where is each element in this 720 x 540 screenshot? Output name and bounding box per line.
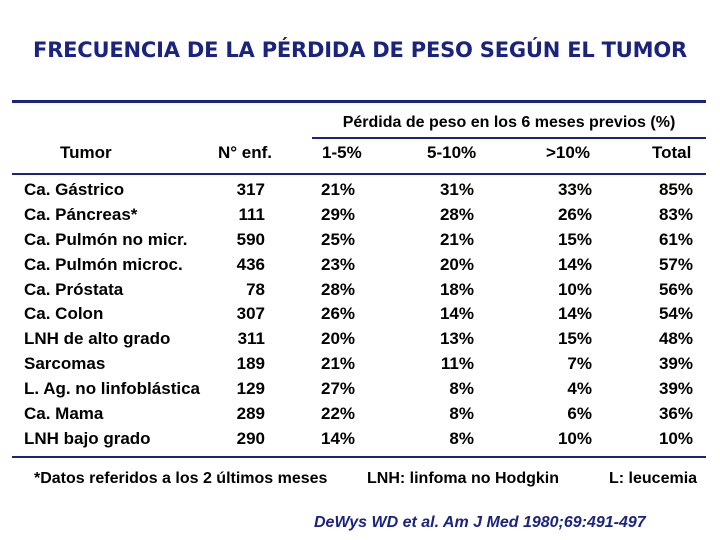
cell-1-5: 27% xyxy=(321,379,356,399)
table-row: Ca. Próstata 78 28% 18% 10% 56% xyxy=(0,280,720,305)
cell-n: 290 xyxy=(236,428,265,448)
table-row: Ca. Colon 307 26% 14% 14% 54% xyxy=(0,304,720,329)
cell-total: 10% xyxy=(658,428,693,448)
cell-5-10: 21% xyxy=(439,229,474,249)
cell-1-5: 20% xyxy=(321,329,356,349)
cell-n: 129 xyxy=(236,379,265,399)
cell-n: 317 xyxy=(236,180,265,199)
cell-1-5: 14% xyxy=(321,428,356,448)
cell-n: 590 xyxy=(236,229,265,249)
cell-5-10: 14% xyxy=(439,304,474,324)
cell-tumor: L. Ag. no linfoblástica xyxy=(24,379,200,399)
cell-tumor: Ca. Pulmón microc. xyxy=(24,254,183,274)
cell-total: 36% xyxy=(658,404,693,424)
cell-over-10: 10% xyxy=(557,279,592,299)
cell-n: 311 xyxy=(237,329,265,349)
cell-over-10: 10% xyxy=(557,428,592,448)
column-header-over-10: >10% xyxy=(546,143,590,162)
column-header-tumor: Tumor xyxy=(60,143,112,162)
cell-1-5: 21% xyxy=(321,180,356,199)
cell-total: 85% xyxy=(658,180,693,199)
cell-tumor: LNH de alto grado xyxy=(24,329,171,349)
column-header-n: N° enf. xyxy=(218,143,273,162)
cell-over-10: 26% xyxy=(557,204,592,224)
cell-5-10: 11% xyxy=(440,354,474,374)
footnote-lnh: LNH: linfoma no Hodgkin xyxy=(367,470,559,487)
cell-n: 436 xyxy=(236,254,265,274)
page-title: FRECUENCIA DE LA PÉRDIDA DE PESO SEGÚN E… xyxy=(33,38,687,62)
cell-total: 39% xyxy=(658,379,693,399)
group-header: Pérdida de peso en los 6 meses previos (… xyxy=(342,114,676,131)
cell-tumor: Ca. Pulmón no micr. xyxy=(24,229,188,249)
cell-over-10: 14% xyxy=(557,304,592,324)
cell-total: 61% xyxy=(658,229,693,249)
cell-n: 307 xyxy=(236,304,265,324)
top-rule xyxy=(12,100,706,103)
group-header-rule xyxy=(312,137,706,139)
citation: DeWys WD et al. Am J Med 1980;69:491-497 xyxy=(314,514,646,531)
cell-1-5: 23% xyxy=(321,254,356,274)
column-header-total: Total xyxy=(652,143,692,162)
cell-over-10: 6% xyxy=(567,404,592,424)
cell-total: 39% xyxy=(658,354,693,374)
column-header-1-5: 1-5% xyxy=(322,143,362,162)
cell-5-10: 20% xyxy=(439,254,474,274)
table-row: Ca. Gástrico 317 21% 31% 33% 85% xyxy=(0,180,720,205)
table-row: L. Ag. no linfoblástica 129 27% 8% 4% 39% xyxy=(0,379,720,404)
bottom-rule xyxy=(12,456,706,458)
cell-5-10: 8% xyxy=(449,404,474,424)
cell-tumor: LNH bajo grado xyxy=(24,428,151,448)
header-rule xyxy=(12,173,706,175)
cell-n: 78 xyxy=(246,279,265,299)
cell-over-10: 15% xyxy=(557,229,592,249)
cell-1-5: 29% xyxy=(321,204,356,224)
cell-5-10: 13% xyxy=(439,329,474,349)
table-row: Ca. Pulmón no micr. 590 25% 21% 15% 61% xyxy=(0,230,720,255)
cell-tumor: Ca. Gástrico xyxy=(24,180,125,199)
cell-over-10: 4% xyxy=(567,379,592,399)
table-row: LNH bajo grado 290 14% 8% 10% 10% xyxy=(0,429,720,454)
cell-n: 289 xyxy=(236,404,265,424)
cell-tumor: Ca. Páncreas* xyxy=(24,204,138,224)
cell-total: 54% xyxy=(658,304,693,324)
table-row: LNH de alto grado 311 20% 13% 15% 48% xyxy=(0,329,720,354)
cell-1-5: 22% xyxy=(321,404,356,424)
cell-n: 111 xyxy=(238,204,266,224)
cell-5-10: 18% xyxy=(439,279,474,299)
cell-over-10: 14% xyxy=(557,254,592,274)
cell-1-5: 28% xyxy=(321,279,356,299)
cell-total: 48% xyxy=(658,329,693,349)
cell-5-10: 8% xyxy=(449,428,474,448)
cell-1-5: 25% xyxy=(321,229,356,249)
table-row: Sarcomas 189 21% 11% 7% 39% xyxy=(0,354,720,379)
cell-over-10: 33% xyxy=(557,180,592,199)
cell-over-10: 7% xyxy=(567,354,592,374)
cell-5-10: 28% xyxy=(439,204,474,224)
cell-total: 57% xyxy=(658,254,693,274)
cell-1-5: 26% xyxy=(321,304,356,324)
cell-1-5: 21% xyxy=(321,354,356,374)
cell-tumor: Ca. Colon xyxy=(24,304,104,324)
footnote-leucemia: L: leucemia xyxy=(609,470,698,487)
table-body: Ca. Gástrico 317 21% 31% 33% 85% Ca. Páncreas*… xyxy=(0,180,720,454)
cell-tumor: Ca. Próstata xyxy=(24,279,124,299)
cell-n: 189 xyxy=(236,354,265,374)
table-row: Ca. Mama 289 22% 8% 6% 36% xyxy=(0,404,720,429)
cell-total: 56% xyxy=(658,279,693,299)
cell-5-10: 8% xyxy=(449,379,474,399)
cell-tumor: Ca. Mama xyxy=(24,404,104,424)
footnote-data-note: *Datos referidos a los 2 últimos meses xyxy=(34,470,328,487)
column-header-5-10: 5-10% xyxy=(427,143,477,162)
cell-tumor: Sarcomas xyxy=(24,354,106,374)
cell-5-10: 31% xyxy=(439,180,474,199)
cell-total: 83% xyxy=(658,204,693,224)
cell-over-10: 15% xyxy=(557,329,592,349)
table-row: Ca. Páncreas* 111 29% 28% 26% 83% xyxy=(0,205,720,230)
table-row: Ca. Pulmón microc. 436 23% 20% 14% 57% xyxy=(0,255,720,280)
